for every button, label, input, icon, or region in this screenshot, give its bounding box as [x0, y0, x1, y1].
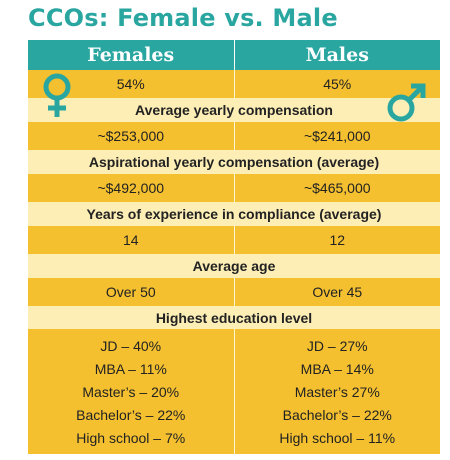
- list-item: Bachelor’s – 22%: [282, 407, 392, 423]
- female-avg-comp: ~$253,000: [28, 122, 235, 150]
- list-item: JD – 27%: [306, 338, 368, 354]
- education-block: JD – 40% MBA – 11% Master’s – 20% Bachel…: [28, 329, 440, 454]
- list-item: High school – 11%: [279, 430, 396, 446]
- list-item: MBA – 11%: [94, 361, 167, 377]
- comparison-table: Females Males 54% 45% Average yearly com…: [28, 40, 440, 454]
- male-avg-comp: ~$241,000: [303, 128, 371, 144]
- male-asp-comp: ~$465,000: [303, 180, 371, 196]
- list-item: JD – 40%: [100, 338, 162, 354]
- header-row: Females Males: [28, 40, 440, 70]
- list-item: Master’s 27%: [294, 384, 380, 400]
- female-experience: 14: [28, 226, 235, 254]
- female-asp-comp: ~$492,000: [28, 174, 235, 202]
- education-label: Highest education level: [28, 306, 440, 329]
- male-education-list: JD – 27% MBA – 14% Master’s 27% Bachelor…: [235, 329, 441, 454]
- female-share: 54%: [28, 70, 235, 98]
- avg-comp-label: Average yearly compensation: [28, 98, 440, 122]
- page-title: CCOs: Female vs. Male: [28, 4, 338, 32]
- experience-label: Years of experience in compliance (avera…: [28, 202, 440, 226]
- asp-comp-label: Aspirational yearly compensation (averag…: [28, 150, 440, 174]
- females-header: Females: [28, 40, 235, 70]
- list-item: Master’s – 20%: [82, 384, 180, 400]
- list-item: High school – 7%: [76, 430, 186, 446]
- males-header: Males: [305, 44, 369, 66]
- male-age: Over 45: [312, 284, 363, 300]
- list-item: Bachelor’s – 22%: [76, 407, 186, 423]
- male-share: 45%: [323, 76, 352, 92]
- age-row: Over 50 Over 45: [28, 278, 440, 306]
- male-symbol-icon: [387, 83, 426, 122]
- age-label: Average age: [28, 254, 440, 278]
- asp-comp-row: ~$492,000 ~$465,000: [28, 174, 440, 202]
- share-row: 54% 45%: [28, 70, 440, 98]
- female-age: Over 50: [28, 278, 235, 306]
- female-symbol-icon: [43, 73, 71, 117]
- avg-comp-row: ~$253,000 ~$241,000: [28, 122, 440, 150]
- female-education-list: JD – 40% MBA – 11% Master’s – 20% Bachel…: [28, 329, 235, 454]
- list-item: MBA – 14%: [300, 361, 374, 377]
- male-experience: 12: [329, 232, 346, 248]
- experience-row: 14 12: [28, 226, 440, 254]
